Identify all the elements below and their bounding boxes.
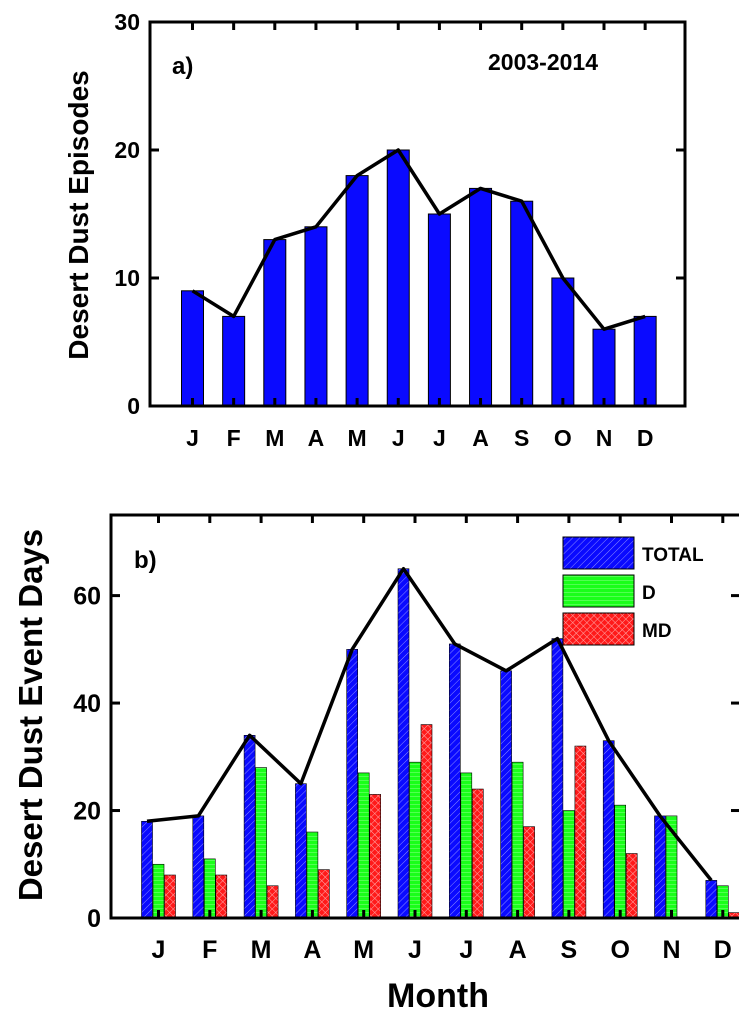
panel-a-x-tick-label: S <box>514 425 529 451</box>
panel-b-bar-total-10 <box>602 740 615 919</box>
panel-a-bar-6 <box>386 149 410 407</box>
panel-a-x-tick-label: A <box>308 425 325 451</box>
panel-b-bar-md-9 <box>574 745 587 919</box>
panel-a-bar-11 <box>592 328 616 407</box>
panel-b-x-tick-label: N <box>662 936 680 964</box>
panel-b-bar-d-1 <box>152 863 165 919</box>
panel-a-y-tick-label: 0 <box>127 393 140 419</box>
panel-b-x-tick-label: J <box>408 936 422 964</box>
panel-b-bar-d-3 <box>255 767 267 919</box>
panel-b-bar-total-6 <box>397 568 410 919</box>
panel-b-bar-total-1 <box>141 820 153 919</box>
panel-a-bar-7 <box>427 213 451 407</box>
panel-a-y-tick-label: 20 <box>114 137 140 163</box>
legend-label-md: MD <box>642 621 672 642</box>
panel-a-x-tick-label: A <box>472 425 489 451</box>
panel-b-bar-total-4 <box>295 783 307 919</box>
legend-swatch-md <box>562 612 635 646</box>
panel-b-bar-total-2 <box>192 815 205 919</box>
panel-b-bar-d-2 <box>204 858 216 919</box>
panel-b-bar-md-1 <box>164 874 176 919</box>
legend-swatch-total <box>562 536 635 570</box>
panel-a-bar-2 <box>222 315 246 407</box>
panel-b-plot-frame <box>109 513 739 920</box>
panel-b-x-tick-label: S <box>561 936 578 964</box>
panel-b-bar-total-5 <box>346 649 359 919</box>
panel-b-x-axis-label: Month <box>387 977 489 1015</box>
panel-b-x-tick-label: J <box>459 936 473 964</box>
panel-b-bar-md-6 <box>420 724 433 919</box>
panel-a-x-tick-label: F <box>227 425 241 451</box>
panel-b-bar-total-11 <box>654 815 666 919</box>
panel-b-bar-d-8 <box>511 761 524 919</box>
panel-a-y-axis-label: Desert Dust Episodes <box>63 70 94 359</box>
panel-a-x-tick-label: N <box>596 425 613 451</box>
legend-swatch-d <box>562 574 635 608</box>
panel-b-y-tick-label: 60 <box>73 583 101 611</box>
panel-a-bar-1 <box>181 290 204 407</box>
panel-b-trend-line <box>146 566 713 882</box>
panel-a-label: a) <box>172 53 193 80</box>
panel-b-x-tick-label: M <box>353 936 374 964</box>
panel-a-y-tick-label: 30 <box>114 9 140 35</box>
panel-a-y-tick-label: 10 <box>114 265 140 291</box>
panel-b-bar-total-7 <box>448 643 461 919</box>
panel-b-bar-md-8 <box>523 826 535 919</box>
panel-a-period-annotation: 2003-2014 <box>488 49 598 75</box>
panel-b-bar-md-5 <box>369 794 382 919</box>
panel-b-bar-d-4 <box>306 831 319 919</box>
panel-a-x-tick-label: D <box>637 425 654 451</box>
panel-a-x-tick-label: J <box>186 425 199 451</box>
panel-b-x-tick-label: A <box>509 936 527 964</box>
panel-b-bar-md-3 <box>266 885 279 919</box>
panel-b-y-axis-label: Desert Dust Event Days <box>12 529 49 901</box>
panel-b-x-tick-label: A <box>303 936 321 964</box>
panel-b-y-tick-label: 40 <box>73 690 101 718</box>
panel-b-label: b) <box>134 547 157 574</box>
panel-b-bar-md-10 <box>625 853 638 919</box>
panel-a-bar-3 <box>263 239 287 407</box>
panel-a-x-tick-label: O <box>554 425 572 451</box>
panel-a-trend-line <box>191 148 646 331</box>
panel-b-bar-total-12 <box>705 880 718 919</box>
panel-b-bar-d-10 <box>614 804 627 919</box>
panel-b-bar-d-9 <box>563 810 575 919</box>
panel-b-x-tick-label: D <box>714 936 732 964</box>
panel-b-x-tick-label: F <box>202 936 217 964</box>
panel-b-bar-total-3 <box>243 735 256 919</box>
panel-b-bar-d-6 <box>409 761 421 919</box>
panel-b-y-tick-label: 0 <box>87 905 101 933</box>
panel-b-chart: Desert Dust Event Days b) Month J F M A M J J A… <box>12 513 739 1015</box>
panel-b-x-tick-label: M <box>251 936 272 964</box>
panel-b-y-tick-label: 20 <box>73 798 101 826</box>
panel-a-bar-5 <box>345 175 369 407</box>
panel-b-bar-total-8 <box>500 670 512 919</box>
panel-a-bar-4 <box>304 226 328 407</box>
panel-a-bar-10 <box>551 277 575 407</box>
panel-b-bar-d-7 <box>460 772 473 919</box>
panel-a-bar-8 <box>469 187 493 407</box>
panel-a-x-tick-label: M <box>265 425 284 451</box>
panel-b-bar-md-4 <box>318 869 330 919</box>
panel-a-x-tick-label: M <box>348 425 367 451</box>
panel-b-x-tick-label: O <box>610 936 629 964</box>
panel-a-x-tick-label: J <box>433 425 446 451</box>
panel-b-bar-total-9 <box>551 638 564 919</box>
panel-b-x-tick-label: J <box>152 936 166 964</box>
legend-label-d: D <box>642 583 656 604</box>
panel-a-bar-12 <box>633 315 657 407</box>
panel-b-bar-d-5 <box>357 772 370 919</box>
panel-b-legend: TOTAL D MD <box>562 536 704 646</box>
panel-a-bar-9 <box>510 200 534 407</box>
panel-a-x-tick-label: J <box>392 425 405 451</box>
panel-b-bar-md-7 <box>471 788 484 919</box>
panel-a-plot-frame <box>148 20 687 408</box>
panel-b-bar-md-2 <box>215 874 228 919</box>
legend-label-total: TOTAL <box>642 545 704 566</box>
